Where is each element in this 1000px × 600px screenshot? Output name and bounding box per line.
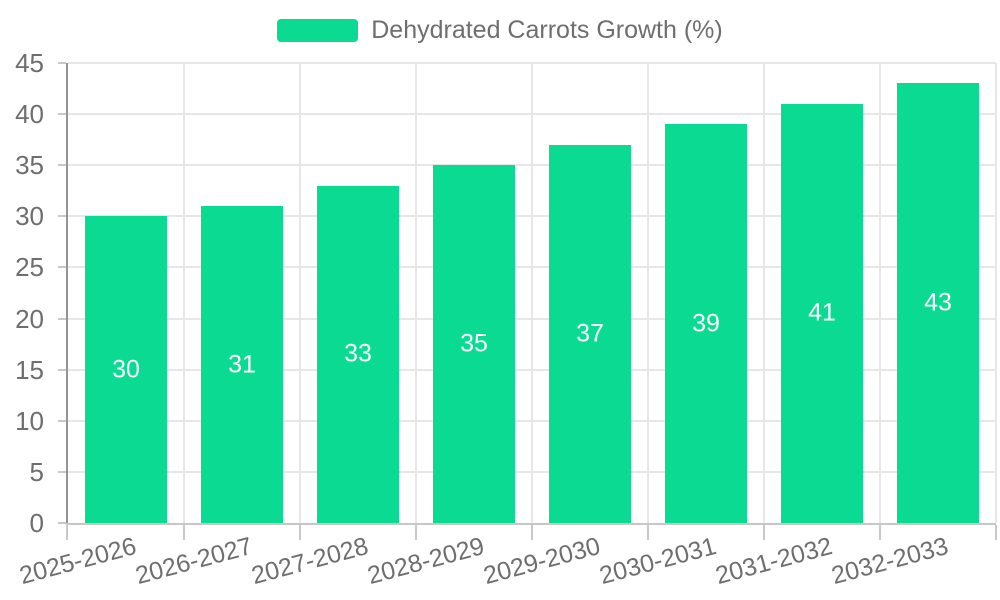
y-axis-tick: [58, 164, 66, 167]
y-axis-tick-label: 20: [15, 303, 44, 334]
y-axis-tick: [58, 266, 66, 269]
bar-value-label: 39: [692, 309, 720, 338]
x-axis-tick: [531, 525, 533, 540]
y-axis-tick: [58, 317, 66, 320]
bar: [85, 216, 167, 523]
bar: [433, 165, 515, 523]
bar-value-label: 33: [344, 339, 372, 368]
gridline-vertical: [415, 63, 417, 523]
bar: [897, 83, 979, 523]
gridline-vertical: [647, 63, 649, 523]
legend: Dehydrated Carrots Growth (%): [0, 16, 1000, 45]
bar-value-label: 37: [576, 319, 604, 348]
y-axis-tick: [58, 368, 66, 371]
y-axis-tick: [58, 62, 66, 64]
y-axis-tick-label: 0: [29, 508, 44, 538]
bar: [201, 206, 283, 523]
x-axis-tick: [299, 525, 301, 540]
bar: [665, 124, 747, 523]
bar: [317, 185, 399, 523]
x-axis-tick: [183, 525, 185, 540]
legend-item[interactable]: Dehydrated Carrots Growth (%): [277, 16, 723, 45]
gridline-vertical: [763, 63, 765, 523]
y-axis-tick-label: 35: [15, 150, 44, 181]
x-axis-tick: [415, 525, 417, 540]
bar: [781, 103, 863, 523]
x-axis-tick: [647, 525, 649, 540]
x-axis-tick: [995, 525, 997, 540]
bar-value-label: 35: [460, 329, 488, 358]
y-axis-tick-label: 40: [15, 99, 44, 130]
y-axis-tick: [58, 113, 66, 116]
y-axis-tick-label: 15: [15, 354, 44, 385]
x-axis-tick: [879, 525, 881, 540]
x-axis-tick: [763, 525, 765, 540]
y-axis-tick-label: 30: [15, 201, 44, 232]
legend-label: Dehydrated Carrots Growth (%): [371, 16, 723, 44]
y-axis-tick-label: 10: [15, 405, 44, 436]
gridline-vertical: [183, 63, 185, 523]
legend-swatch: [277, 19, 359, 42]
gridline-vertical: [879, 63, 881, 523]
bar-value-label: 41: [808, 298, 836, 327]
gridline-vertical: [531, 63, 533, 523]
gridline-vertical: [299, 63, 301, 523]
y-axis-tick-label: 25: [15, 252, 44, 283]
bar-value-label: 30: [112, 355, 140, 384]
y-axis-tick-label: 45: [15, 48, 44, 78]
bar-value-label: 43: [924, 288, 952, 317]
y-axis-tick: [58, 419, 66, 422]
bar-value-label: 31: [228, 350, 256, 379]
y-axis-tick: [58, 522, 66, 524]
y-axis-tick-label: 5: [29, 456, 44, 487]
bar: [549, 144, 631, 523]
y-axis-line: [66, 63, 68, 523]
x-axis-line: [66, 523, 996, 525]
gridline-vertical: [995, 63, 997, 523]
y-axis-tick: [58, 470, 66, 473]
y-axis-tick: [58, 215, 66, 218]
x-axis-tick: [66, 525, 68, 540]
